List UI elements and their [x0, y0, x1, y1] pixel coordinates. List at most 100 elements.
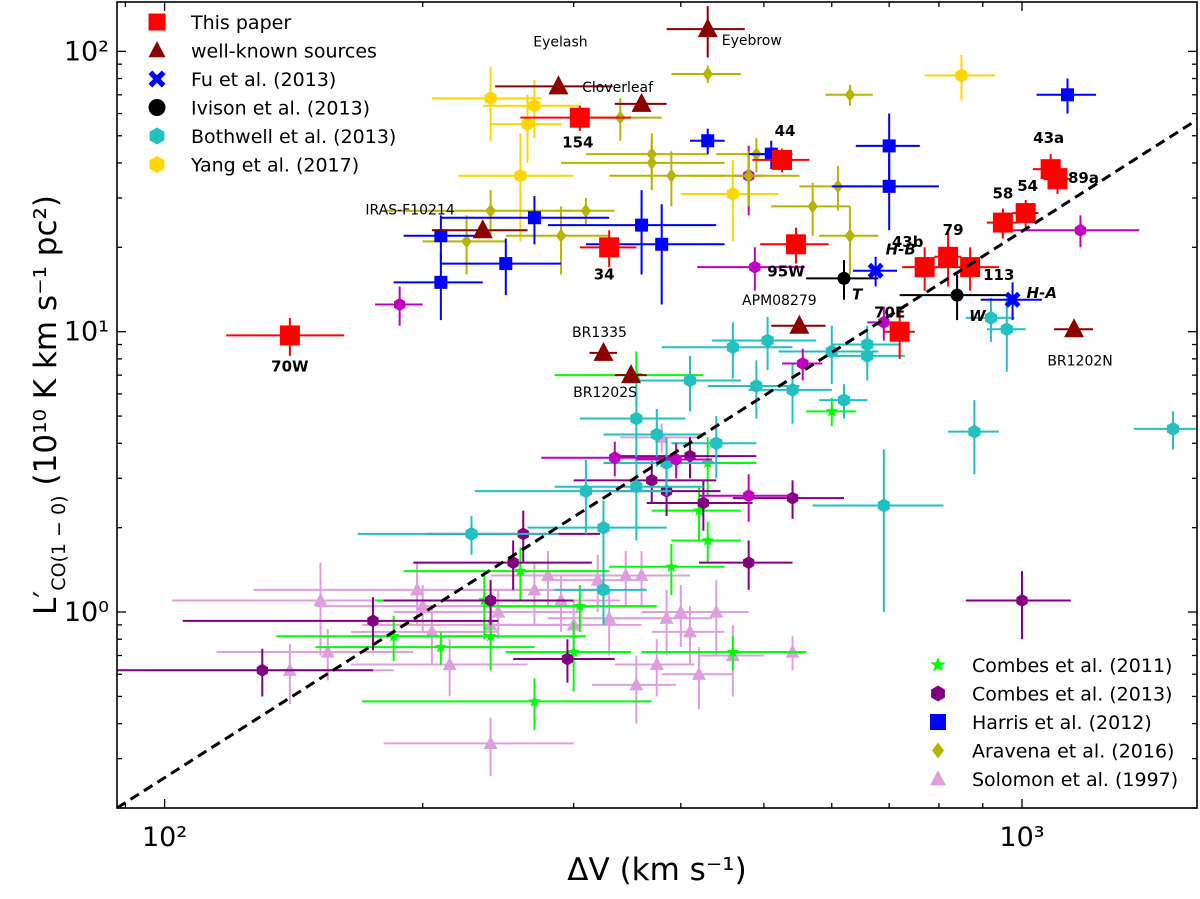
data-point	[514, 168, 527, 183]
data-point	[548, 75, 569, 95]
point-label: H-A	[1027, 284, 1057, 302]
data-point	[521, 117, 534, 132]
data-point	[528, 694, 541, 707]
data-point	[670, 453, 682, 466]
data-point	[797, 357, 809, 370]
data-point	[415, 598, 430, 612]
data-point	[786, 382, 799, 397]
legend-marker	[932, 742, 944, 759]
data-point	[618, 567, 633, 582]
data-point	[621, 364, 642, 384]
data-point	[743, 168, 754, 183]
data-point	[649, 656, 664, 671]
legend-entry: well-known sources	[148, 41, 377, 63]
point-labels: 70W 154 34 44 95W 70E 43b 79 113 58 54 43a 89a Eyelas…	[271, 33, 1113, 401]
legend-marker	[930, 657, 946, 672]
data-point	[650, 427, 663, 442]
data-point	[630, 479, 643, 494]
data-point	[697, 496, 709, 510]
data-point	[807, 199, 818, 214]
data-point	[634, 567, 649, 582]
legend-top-left: This paper well-known sources Fu et al. (2…	[148, 12, 396, 177]
legend-label: Harris et al. (2012)	[972, 712, 1152, 734]
data-point	[646, 155, 658, 170]
data-point	[1004, 291, 1021, 308]
data-point	[484, 629, 497, 642]
data-point	[710, 436, 723, 451]
data-point	[597, 582, 610, 597]
point-label: Cloverleaf	[582, 80, 654, 96]
data-point	[837, 271, 851, 285]
data-point	[726, 340, 739, 355]
y-tick-label: 10²	[64, 36, 109, 67]
data-point	[631, 92, 652, 112]
data-point	[955, 68, 968, 83]
x-tick-label: 10³	[999, 822, 1044, 853]
data-point	[726, 187, 739, 201]
data-point	[789, 314, 810, 334]
series-combes-et-al-2013-	[117, 437, 1071, 697]
legend-bottom-right: Combes et al. (2011) Combes et al. (2013)…	[930, 655, 1178, 791]
legend-entry: Aravena et al. (2016)	[932, 741, 1174, 763]
point-label: 44	[775, 122, 796, 140]
data-point	[749, 260, 761, 274]
data-point	[692, 504, 706, 516]
point-label: 54	[1017, 177, 1038, 195]
data-point	[434, 640, 447, 653]
point-label: BR1202N	[1047, 353, 1112, 369]
data-point	[743, 556, 755, 570]
point-label: APM08279	[742, 293, 817, 309]
data-point	[499, 257, 513, 271]
legend-label: Bothwell et al. (2013)	[191, 126, 396, 148]
data-layer	[117, 6, 1197, 808]
point-label: 34	[594, 265, 615, 283]
data-point	[1074, 223, 1087, 237]
data-point	[554, 592, 569, 607]
series-aravena-et-al-2016-	[383, 65, 879, 275]
data-point	[590, 572, 605, 586]
data-point	[528, 98, 541, 113]
legend-label: Fu et al. (2013)	[191, 69, 336, 91]
data-point	[491, 604, 506, 618]
data-point	[992, 212, 1013, 233]
data-point	[878, 315, 890, 329]
data-point	[630, 411, 643, 426]
legend-entry: Harris et al. (2012)	[930, 712, 1152, 734]
plot-frame	[116, 1, 1198, 809]
data-point	[702, 67, 713, 82]
legend-label: Aravena et al. (2016)	[972, 741, 1174, 763]
data-point	[424, 624, 439, 638]
legend-marker	[149, 156, 165, 173]
data-point	[367, 614, 379, 628]
legend-entry: Combes et al. (2013)	[931, 684, 1172, 706]
data-point	[1060, 88, 1074, 102]
legend-label: well-known sources	[191, 41, 377, 63]
data-point	[573, 599, 586, 612]
legend-entry: This paper	[148, 12, 291, 34]
series-harris-et-al-2012-	[393, 78, 1097, 321]
x-axis-label: ΔV (km s⁻¹)	[567, 852, 746, 888]
point-label: 113	[983, 266, 1014, 284]
y-tick-label: 10¹	[64, 317, 109, 348]
data-point	[882, 179, 896, 193]
data-point	[673, 604, 688, 618]
data-point	[837, 393, 851, 408]
data-point	[1016, 593, 1028, 607]
point-label: 154	[562, 134, 593, 152]
y-tick-label: 10⁰	[64, 597, 109, 628]
data-point	[659, 610, 674, 624]
point-label: 43b	[892, 233, 924, 251]
data-point	[485, 203, 496, 218]
data-point	[772, 149, 793, 170]
data-point	[599, 237, 620, 258]
svg-text:L′CO(1 − 0)(10¹⁰ K km s⁻¹ pc²): L′CO(1 − 0) (10¹⁰ K km s⁻¹ pc²)	[28, 195, 70, 615]
legend-marker	[930, 770, 946, 786]
y-axis-label-main: L′	[28, 591, 64, 615]
legend-entry: Yang et al. (2017)	[149, 155, 359, 177]
data-point	[540, 567, 555, 582]
data-point	[665, 560, 678, 573]
legend-marker	[149, 127, 165, 145]
series-bothwell-et-al-2013-	[357, 297, 1197, 625]
legend-entry: Combes et al. (2011)	[930, 655, 1172, 677]
